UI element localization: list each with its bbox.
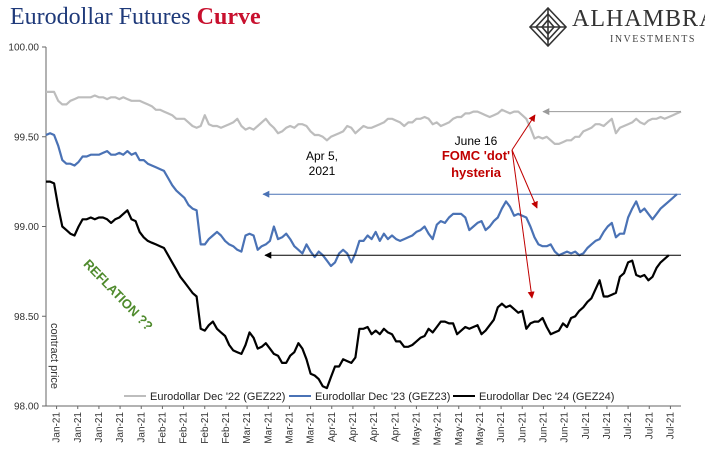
title-main: Eurodollar Futures (10, 4, 197, 30)
y-tick-label: 98.00 (14, 402, 39, 413)
x-tick-label: Feb-21 (157, 412, 168, 444)
x-tick-label: Jan-21 (73, 412, 84, 443)
series-layer (45, 90, 682, 390)
x-tick-label: Jun-21 (560, 412, 571, 443)
series-line-3 (46, 180, 670, 390)
title-accent: Curve (196, 4, 261, 30)
x-tick-label: Jan-21 (52, 412, 63, 443)
y-tick-label: 99.50 (14, 132, 39, 143)
x-tick-label: Feb-21 (221, 412, 232, 444)
x-tick-label: Jul-21 (665, 412, 676, 440)
series-line-1 (46, 90, 682, 145)
x-tick-label: May-21 (411, 412, 422, 446)
x-tick-label: Jul-21 (602, 412, 613, 440)
apr5-label-line2: 2021 (309, 164, 336, 178)
x-tick-label: Mar-21 (284, 412, 295, 444)
x-tick-label: Jan-21 (115, 412, 126, 443)
x-tick-label: Jun-21 (538, 412, 549, 443)
apr5-label-line1: Apr 5, (306, 149, 338, 163)
y-tick-label: 98.50 (14, 312, 39, 323)
y-tick-label: 100.00 (8, 43, 39, 54)
x-tick-label: Mar-21 (263, 412, 274, 444)
fomc-arrow-gez23 (511, 149, 538, 209)
legend-label-3: Eurodollar Dec '24 (GEZ24) (479, 391, 614, 403)
june16-label: June 16 (455, 134, 498, 148)
diamond-emblem-icon (528, 6, 568, 48)
chart-title: Eurodollar Futures Curve (10, 4, 261, 31)
x-tick-label: Jul-21 (581, 412, 592, 440)
annotation-arrows (262, 108, 681, 299)
y-axis-title: contract price (48, 323, 60, 389)
y-tick-label: 99.00 (14, 222, 39, 233)
fomc-arrow-gez24 (511, 149, 535, 299)
x-tick-label: Feb-21 (179, 412, 190, 444)
x-tick-label: Apr-21 (348, 412, 359, 442)
x-tick-label: Jun-21 (496, 412, 507, 443)
fomc-arrow-gez22 (511, 114, 536, 151)
x-tick-label: Apr-21 (369, 412, 380, 442)
x-tick-label: Mar-21 (242, 412, 253, 444)
x-tick-label: Feb-21 (200, 412, 211, 444)
logo-name: ALHAMBRA (572, 6, 705, 32)
chart-axes: 98.00 98.50 99.00 99.50 100.00 Jan-21 Jan-21 Ja… (8, 43, 681, 446)
chart-legend: Eurodollar Dec '22 (GEZ22) Eurodollar Dec… (124, 391, 614, 403)
x-tick-label: Jun-21 (517, 412, 528, 443)
x-tick-label: May-21 (433, 412, 444, 446)
reflation-label: REFLATION ?? (81, 256, 156, 333)
x-tick-label: Jan-21 (94, 412, 105, 443)
alhambra-logo: ALHAMBRA INVESTMENTS (528, 6, 705, 48)
legend-label-2: Eurodollar Dec '23 (GEZ23) (315, 391, 450, 403)
x-tick-label: May-21 (454, 412, 465, 446)
x-tick-label: Apr-21 (390, 412, 401, 442)
x-tick-label: Jul-21 (644, 412, 655, 440)
series-line-2 (45, 132, 678, 268)
x-tick-label: Apr-21 (327, 412, 338, 442)
x-tick-label: Mar-21 (306, 412, 317, 444)
legend-label-1: Eurodollar Dec '22 (GEZ22) (150, 391, 285, 403)
x-tick-label: May-21 (475, 412, 486, 446)
fomc-label-line1: FOMC 'dot' (442, 148, 510, 163)
x-tick-label: Jul-21 (623, 412, 634, 440)
x-tick-label: Jan-21 (136, 412, 147, 443)
logo-subtitle: INVESTMENTS (610, 34, 696, 45)
fomc-label-line2: hysteria (451, 165, 502, 180)
